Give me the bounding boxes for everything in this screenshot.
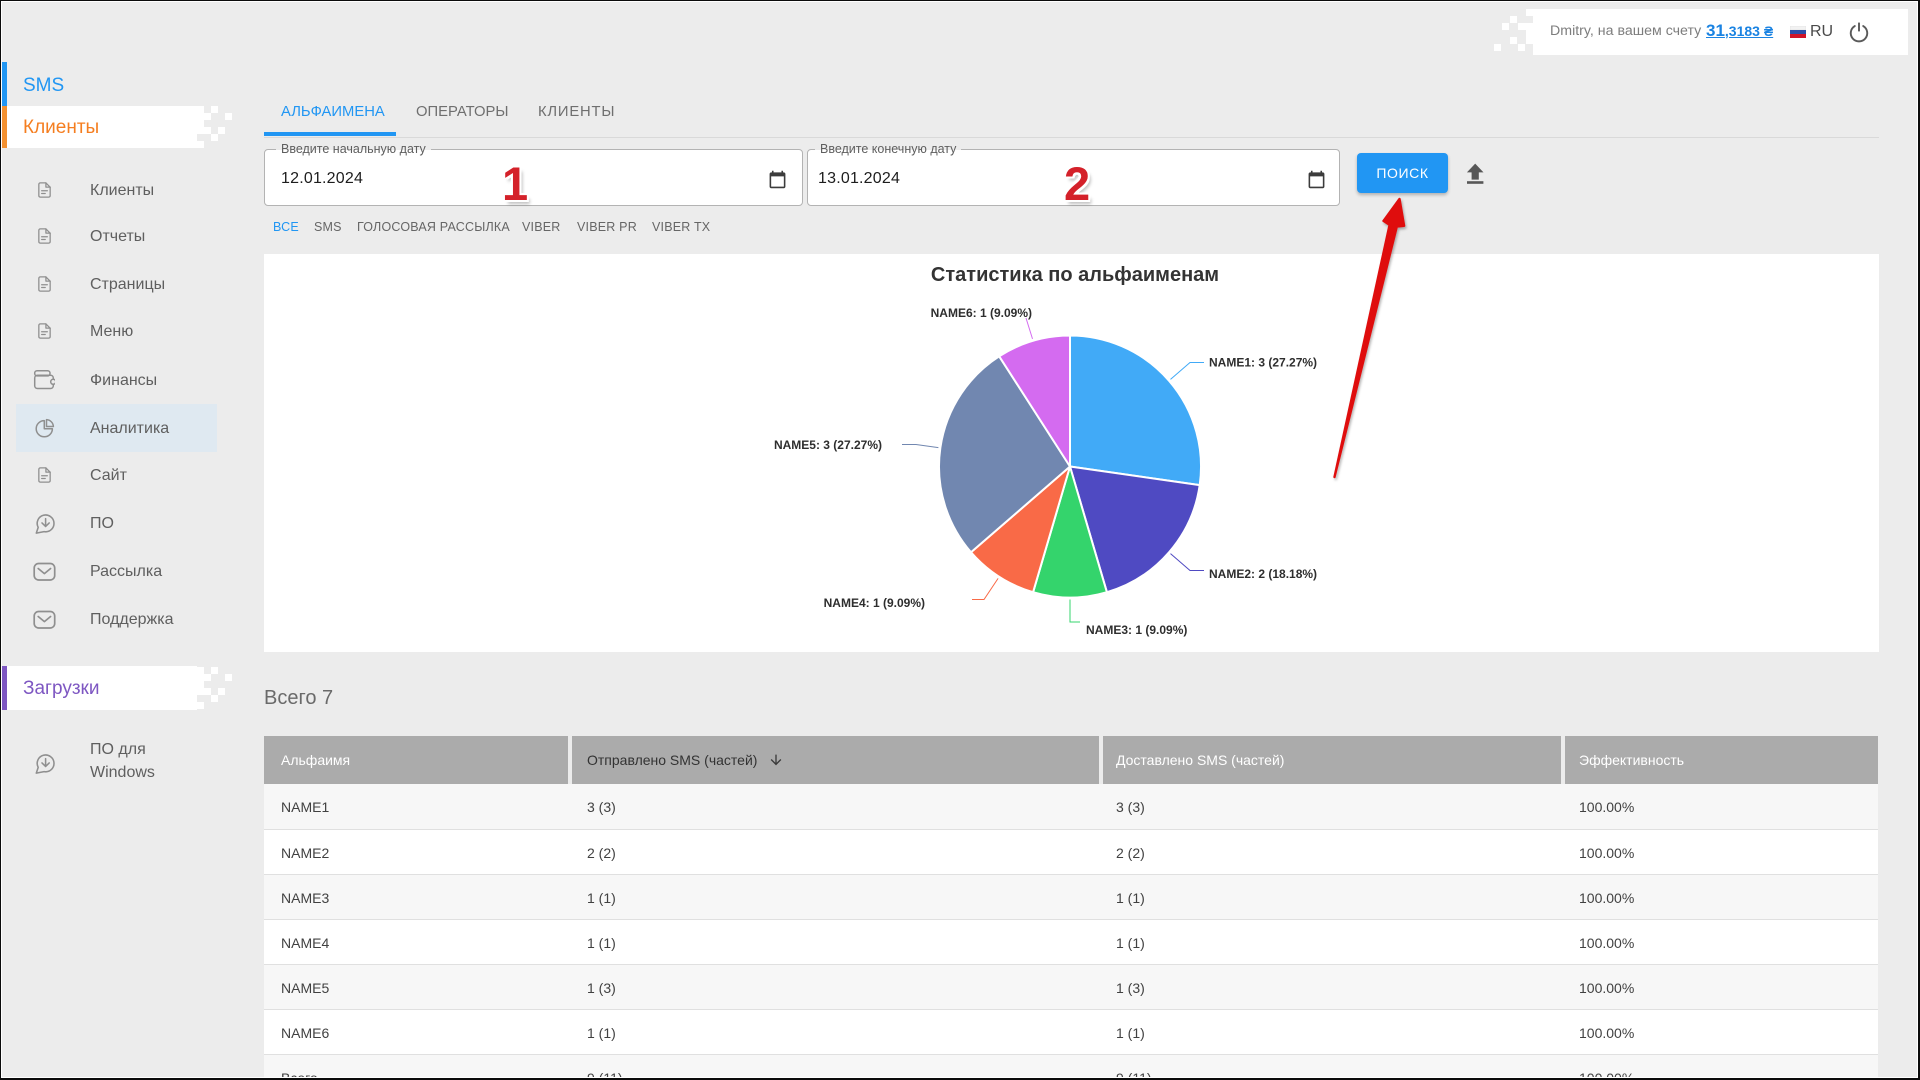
svg-text:NAME3: 1 (9.09%): NAME3: 1 (9.09%) <box>1086 623 1187 637</box>
svg-text:NAME6: 1 (9.09%): NAME6: 1 (9.09%) <box>931 306 1032 320</box>
svg-text:NAME1: 3 (27.27%): NAME1: 3 (27.27%) <box>1209 356 1317 370</box>
svg-text:NAME4: 1 (9.09%): NAME4: 1 (9.09%) <box>824 596 925 610</box>
svg-text:NAME5: 3 (27.27%): NAME5: 3 (27.27%) <box>774 438 882 452</box>
svg-text:NAME2: 2 (18.18%): NAME2: 2 (18.18%) <box>1209 567 1317 581</box>
svg-text:Статистика по альфаименам: Статистика по альфаименам <box>931 264 1219 286</box>
